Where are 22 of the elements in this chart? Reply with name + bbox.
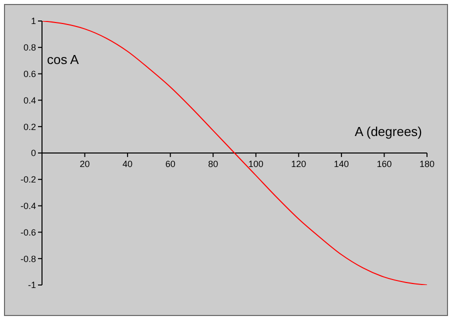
- x-tick-label: 20: [80, 159, 90, 169]
- y-tick-label: 0.4: [23, 95, 36, 106]
- x-tick-label: 100: [248, 159, 264, 169]
- x-tick-label: 140: [334, 159, 349, 169]
- x-tick-label: 40: [122, 159, 133, 169]
- y-tick-label: -0.8: [20, 254, 36, 264]
- x-tick-label: 120: [291, 159, 306, 169]
- x-tick-label: 80: [208, 159, 218, 169]
- x-tick-label: 60: [165, 159, 176, 169]
- y-axis-title: cos A: [47, 52, 79, 67]
- x-tick-label: 160: [376, 159, 392, 169]
- y-tick-label: 1: [30, 16, 36, 26]
- y-tick-label: -1: [28, 280, 36, 290]
- y-tick-label: -0.4: [20, 200, 36, 211]
- x-axis-title: A (degrees): [354, 124, 422, 139]
- x-tick-label: 180: [419, 159, 435, 169]
- y-tick-label: 0: [30, 148, 36, 158]
- y-tick-label: 0.6: [23, 68, 36, 79]
- y-tick-label: -0.2: [20, 174, 36, 185]
- y-tick-label: 0.8: [23, 42, 36, 53]
- y-tick-label: 0.2: [23, 122, 36, 132]
- y-tick-label: -0.6: [20, 227, 36, 238]
